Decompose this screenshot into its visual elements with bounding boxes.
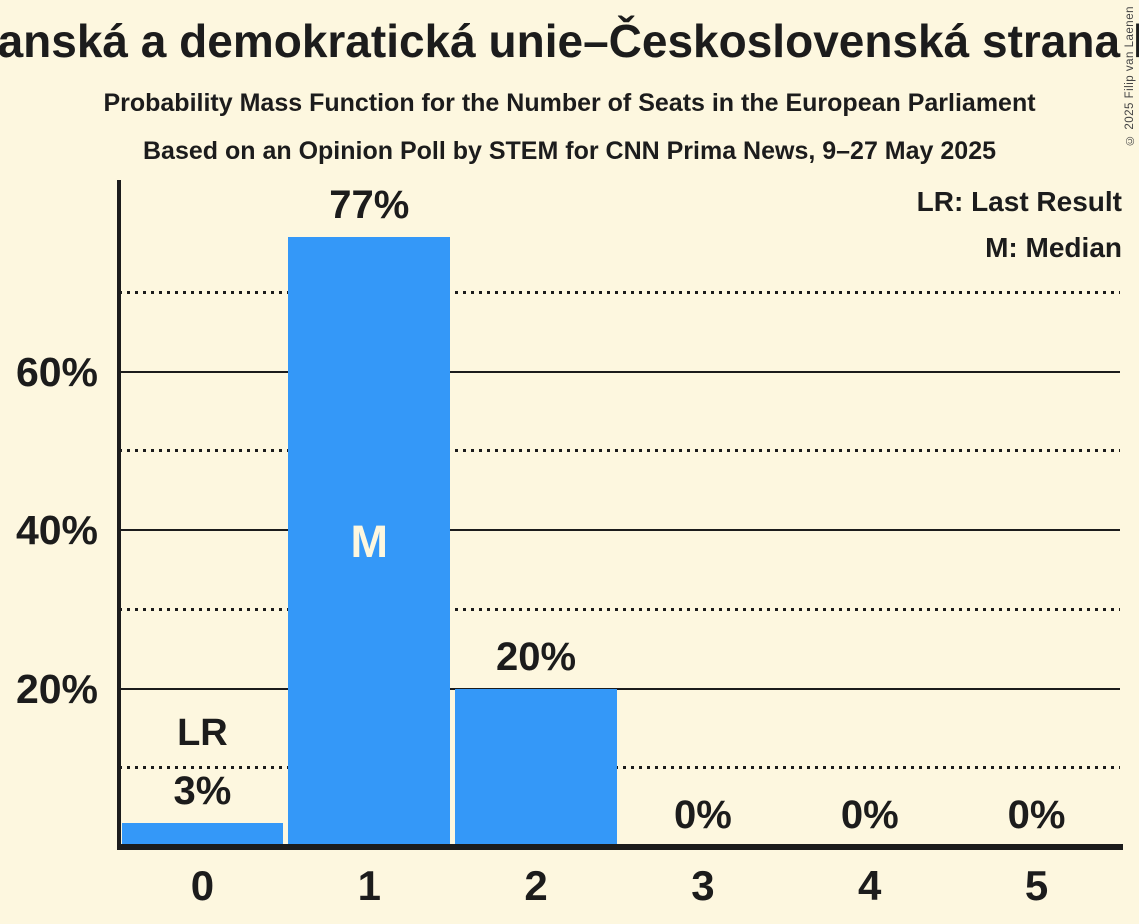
gridline-dotted-30 (119, 607, 1120, 611)
x-axis-labels: 0 1 2 3 4 5 (119, 860, 1120, 912)
gridline-dotted-70 (119, 290, 1120, 294)
legend-median: M: Median (985, 232, 1122, 263)
x-axis-label-1: 1 (357, 862, 381, 909)
bar-seats-1 (288, 237, 451, 847)
gridline-solid-20 (119, 687, 1120, 690)
bar-seats-2 (455, 688, 617, 847)
median-label: M (350, 516, 388, 568)
plot-area: 3% 77% 20% 0% 0% 0% LR M (119, 182, 1120, 847)
gridline-solid-40 (119, 529, 1120, 532)
gridline-solid-60 (119, 371, 1120, 373)
chart-subtitle: Probability Mass Function for the Number… (103, 89, 1036, 117)
x-axis-label-2: 2 (524, 862, 548, 909)
chart-title: Křesťanská a demokratická unie–Českoslov… (0, 15, 1139, 67)
y-axis-label-20: 20% (15, 665, 98, 712)
legend-last-result: LR: Last Result (916, 186, 1122, 217)
bar-value-label-2: 20% (496, 634, 577, 679)
y-axis-line (117, 180, 121, 850)
y-axis-label-40: 40% (15, 507, 98, 554)
bar-seats-0 (121, 823, 284, 847)
bar-value-label-1: 77% (329, 183, 410, 228)
last-result-label: LR (177, 712, 228, 755)
chart-source-line: Based on an Opinion Poll by STEM for CNN… (142, 137, 996, 165)
bar-value-label-0: 3% (173, 769, 232, 814)
x-axis-label-5: 5 (1024, 862, 1049, 909)
gridline-dotted-10 (119, 765, 1120, 769)
x-axis-label-3: 3 (691, 862, 715, 909)
x-axis-label-0: 0 (190, 862, 215, 909)
y-axis-label-60: 60% (15, 349, 98, 395)
bar-value-label-4: 0% (840, 793, 899, 837)
legend: LR: Last Result M: Median (917, 179, 1122, 271)
bar-value-label-5: 0% (1007, 793, 1066, 837)
x-axis-label-4: 4 (858, 862, 882, 909)
x-axis-line (117, 844, 1123, 850)
bar-value-label-3: 0% (674, 793, 732, 837)
gridline-dotted-50 (119, 449, 1120, 453)
